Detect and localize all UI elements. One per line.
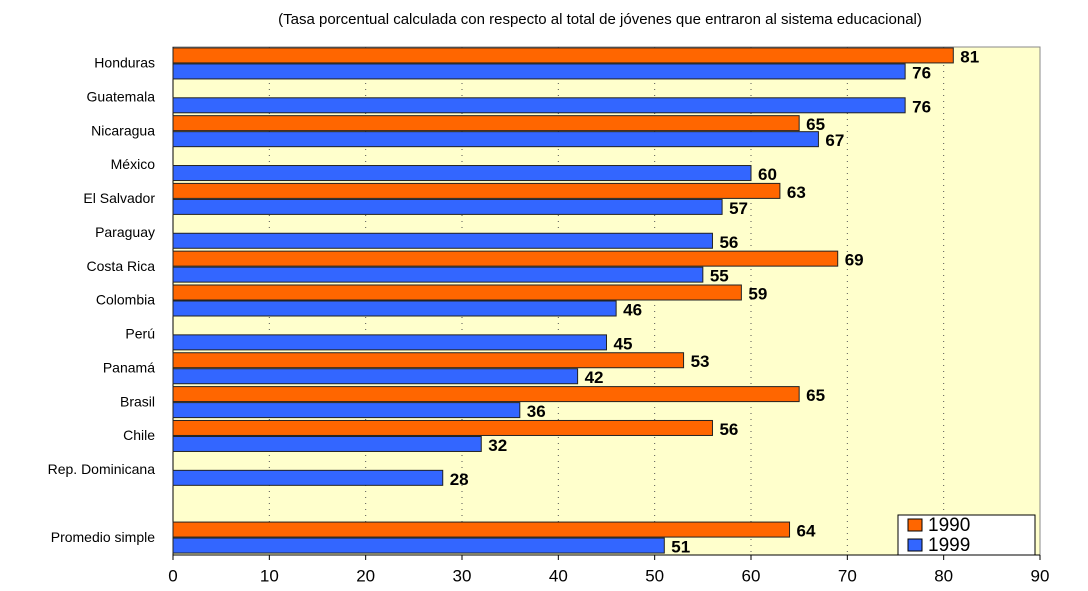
data-label: 65 bbox=[806, 115, 825, 134]
x-tick-label: 40 bbox=[549, 566, 568, 585]
y-tick-label: Guatemala bbox=[87, 89, 156, 105]
bar bbox=[172, 419, 713, 436]
data-label: 53 bbox=[691, 352, 710, 371]
bar bbox=[172, 352, 685, 369]
data-label: 55 bbox=[710, 267, 729, 286]
y-tick-label: Chile bbox=[123, 427, 155, 443]
data-label: 65 bbox=[806, 386, 825, 405]
data-label: 81 bbox=[960, 47, 979, 66]
y-tick-label: Perú bbox=[125, 326, 155, 342]
bar bbox=[172, 368, 579, 385]
bar bbox=[172, 402, 521, 419]
legend-label: 1990 bbox=[928, 515, 970, 536]
x-tick-label: 70 bbox=[838, 566, 857, 585]
data-label: 59 bbox=[748, 284, 767, 303]
data-label: 42 bbox=[585, 368, 604, 387]
bar bbox=[172, 537, 665, 554]
bar bbox=[172, 334, 607, 351]
x-tick-label: 0 bbox=[168, 566, 177, 585]
data-label: 46 bbox=[623, 300, 642, 319]
data-label: 28 bbox=[450, 470, 469, 489]
bar bbox=[172, 115, 800, 132]
bar bbox=[172, 435, 482, 452]
bar bbox=[172, 250, 839, 267]
y-tick-label: México bbox=[111, 156, 156, 172]
bar bbox=[172, 47, 954, 64]
x-tick-label: 10 bbox=[260, 566, 279, 585]
x-tick-label: 30 bbox=[453, 566, 472, 585]
y-tick-label: Rep. Dominicana bbox=[48, 461, 156, 477]
bar bbox=[172, 97, 906, 114]
data-label: 56 bbox=[719, 420, 738, 439]
x-tick-label: 20 bbox=[356, 566, 375, 585]
data-label: 63 bbox=[787, 183, 806, 202]
legend-swatch bbox=[907, 518, 923, 532]
bar bbox=[172, 131, 819, 148]
x-tick-label: 80 bbox=[934, 566, 953, 585]
y-tick-label: Honduras bbox=[94, 55, 155, 71]
x-tick-label: 50 bbox=[645, 566, 664, 585]
data-label: 45 bbox=[614, 334, 633, 353]
data-label: 67 bbox=[825, 131, 844, 150]
bar bbox=[172, 521, 791, 538]
bar bbox=[172, 266, 704, 283]
x-tick-label: 60 bbox=[742, 566, 761, 585]
bar bbox=[172, 469, 444, 486]
y-tick-label: Panamá bbox=[103, 359, 155, 375]
y-tick-label: El Salvador bbox=[83, 190, 155, 206]
chart-title: (Tasa porcentual calculada con respecto … bbox=[278, 11, 922, 28]
y-tick-label: Nicaragua bbox=[91, 122, 155, 138]
y-tick-label: Promedio simple bbox=[51, 529, 155, 545]
x-tick-label: 90 bbox=[1031, 566, 1050, 585]
y-tick-label: Brasil bbox=[120, 393, 155, 409]
bar bbox=[172, 165, 752, 182]
bar bbox=[172, 300, 617, 317]
data-label: 51 bbox=[671, 538, 690, 557]
y-tick-label: Colombia bbox=[96, 292, 155, 308]
legend-label: 1999 bbox=[928, 535, 970, 556]
data-label: 60 bbox=[758, 165, 777, 184]
bar bbox=[172, 198, 723, 215]
data-label: 69 bbox=[845, 251, 864, 270]
data-label: 36 bbox=[527, 402, 546, 421]
bar bbox=[172, 182, 781, 199]
y-tick-label: Costa Rica bbox=[87, 258, 156, 274]
data-label: 56 bbox=[719, 233, 738, 252]
y-tick-label: Paraguay bbox=[95, 224, 155, 240]
bar bbox=[172, 232, 713, 249]
legend-swatch bbox=[907, 538, 923, 552]
data-label: 32 bbox=[488, 436, 507, 455]
bar bbox=[172, 386, 800, 403]
bar bbox=[172, 284, 742, 301]
data-label: 76 bbox=[912, 97, 931, 116]
data-label: 57 bbox=[729, 199, 748, 218]
data-label: 76 bbox=[912, 63, 931, 82]
data-label: 64 bbox=[797, 522, 816, 541]
bar bbox=[172, 63, 906, 80]
